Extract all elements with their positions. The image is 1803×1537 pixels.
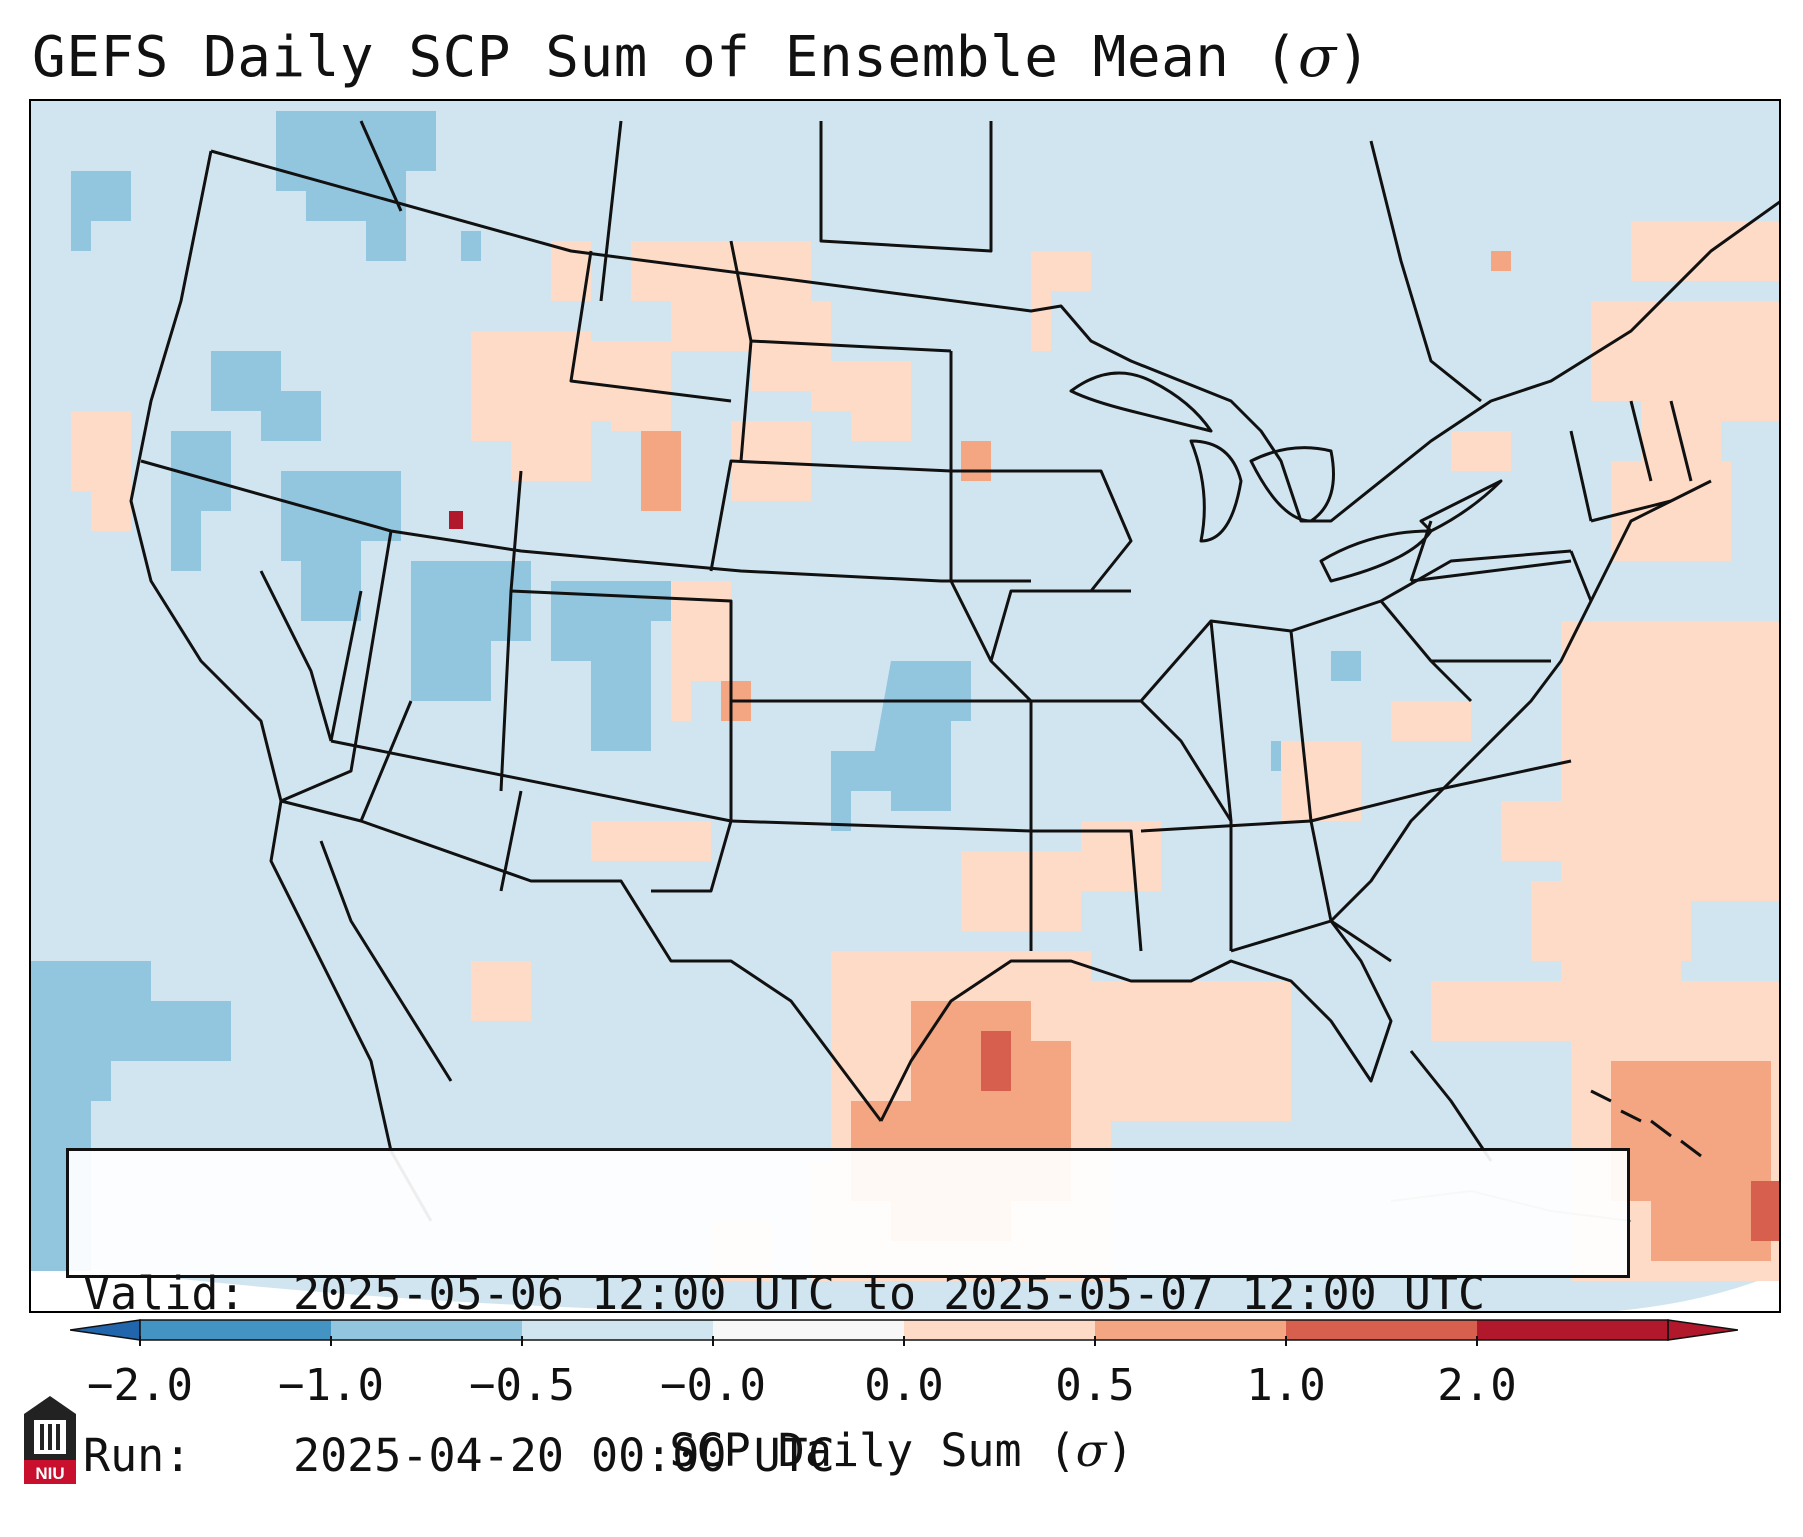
colorbar-tick — [521, 1336, 523, 1346]
run-value: 2025-04-20 00:00 UTC — [293, 1429, 835, 1482]
extreme-anomaly-cell — [449, 511, 463, 529]
colorbar-bin — [1477, 1320, 1669, 1340]
colorbar-bin — [1095, 1320, 1287, 1340]
colorbar-tick-label: −0.5 — [469, 1360, 575, 1411]
map-title: GEFS Daily SCP Sum of Ensemble Mean (σ) — [32, 18, 1371, 98]
projection-corner — [1616, 1272, 1779, 1311]
colorbar-label-close: ) — [1106, 1424, 1134, 1477]
niu-logo: NIU — [24, 1396, 76, 1484]
colorbar-label-sigma: σ — [1075, 1424, 1107, 1477]
colorbar-label: SCP Daily Sum (σ) — [0, 1424, 1803, 1477]
valid-label: Valid: — [83, 1267, 246, 1320]
colorbar-bin — [522, 1320, 714, 1340]
extreme-anomaly-cells — [981, 1031, 1779, 1241]
colorbar-bin — [904, 1320, 1096, 1340]
valid-value: 2025-05-06 12:00 UTC to 2025-05-07 12:00… — [293, 1267, 1486, 1320]
colorbar-tick — [1094, 1336, 1096, 1346]
political-borders — [129, 120, 1779, 1222]
colorbar-tick-label: 2.0 — [1437, 1360, 1517, 1411]
title-text: GEFS Daily SCP Sum of Ensemble Mean ( — [32, 25, 1298, 90]
colorbar-tick-label: −1.0 — [278, 1360, 384, 1411]
colorbar-tick-label: 1.0 — [1246, 1360, 1326, 1411]
colorbar-tick-label: −2.0 — [87, 1360, 193, 1411]
colorbar — [70, 1319, 1738, 1341]
colorbar-tick-label: −0.0 — [660, 1360, 766, 1411]
colorbar-bin — [713, 1320, 905, 1340]
valid-row: Valid: 2025-05-06 12:00 UTC to 2025-05-0… — [83, 1267, 1613, 1321]
colorbar-bin — [140, 1320, 332, 1340]
colorbar-bin — [1286, 1320, 1478, 1340]
map-canvas — [31, 101, 1779, 1311]
colorbar-tick — [1476, 1336, 1478, 1346]
run-label: Run: — [83, 1429, 192, 1482]
svg-text:NIU: NIU — [35, 1464, 64, 1483]
colorbar-tick — [903, 1336, 905, 1346]
validity-info-box: Valid: 2025-05-06 12:00 UTC to 2025-05-0… — [66, 1148, 1630, 1482]
projection-corner — [31, 1261, 667, 1311]
title-close: ) — [1336, 25, 1371, 90]
title-sigma: σ — [1297, 25, 1337, 90]
run-row: Run: 2025-04-20 00:00 UTC — [83, 1429, 1613, 1483]
colorbar-tick-label: 0.5 — [1055, 1360, 1135, 1411]
colorbar-tick — [139, 1336, 141, 1346]
colorbar-tick-label: 0.0 — [864, 1360, 944, 1411]
colorbar-bin — [331, 1320, 523, 1340]
colorbar-tick — [330, 1336, 332, 1346]
colorbar-tick — [712, 1336, 714, 1346]
map-panel — [29, 99, 1781, 1313]
colorbar-ticks: −2.0 −1.0 −0.5 −0.0 0.0 0.5 1.0 2.0 — [0, 1336, 1803, 1411]
colorbar-label-text: SCP Daily Sum ( — [669, 1424, 1076, 1477]
colorbar-tick — [1285, 1336, 1287, 1346]
